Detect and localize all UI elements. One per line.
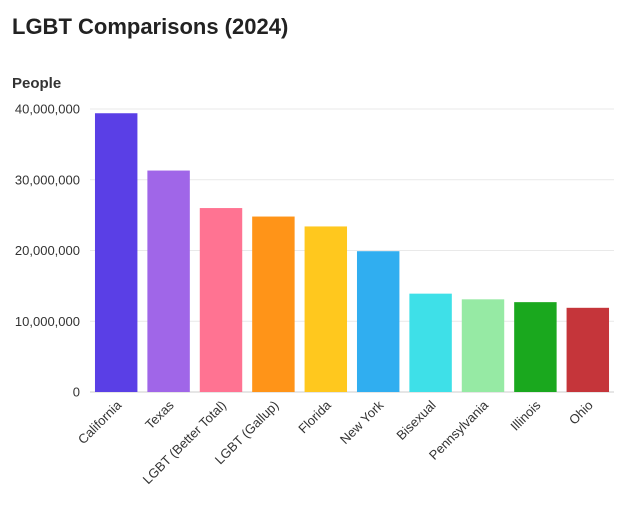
y-tick-label: 20,000,000 (15, 243, 80, 258)
bar-ohio (566, 307, 610, 392)
bar-lgbt-gallup (252, 216, 295, 392)
y-tick-label: 0 (73, 385, 80, 400)
x-tick-label: New York (337, 397, 387, 447)
x-tick-label: Illinois (507, 397, 544, 434)
x-tick-label: Bisexual (393, 397, 438, 442)
bar-texas (147, 170, 190, 392)
chart-title: LGBT Comparisons (2024) (12, 14, 289, 39)
bar-lgbt-better-total (199, 208, 243, 392)
bar-illinois (514, 302, 557, 392)
x-tick-label: Texas (142, 397, 177, 432)
x-tick-label: Florida (295, 397, 334, 436)
x-tick-label: Ohio (566, 398, 596, 428)
x-tick-label: California (75, 397, 125, 447)
y-axis-ticks: 0 10,000,000 20,000,000 30,000,000 40,000,00… (15, 102, 80, 400)
bar-new-york (356, 251, 400, 392)
bar-california (94, 113, 138, 393)
y-axis-label: People (12, 75, 62, 92)
bar-pennsylvania (461, 299, 505, 392)
bars (94, 113, 610, 393)
bar-florida (304, 226, 348, 392)
y-tick-label: 40,000,000 (15, 102, 80, 117)
bar-bisexual (409, 293, 452, 392)
y-tick-label: 30,000,000 (15, 172, 80, 187)
y-tick-label: 10,000,000 (15, 314, 80, 329)
